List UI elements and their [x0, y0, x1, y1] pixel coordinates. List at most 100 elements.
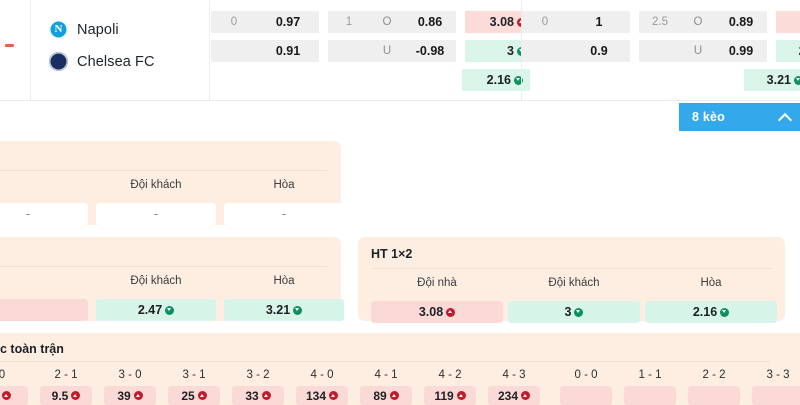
handicap-line: 0: [230, 16, 238, 28]
score-odds-cell[interactable]: 0: [0, 386, 28, 405]
column-header: Đội khách: [130, 275, 182, 287]
column-header: Hòa: [700, 277, 722, 289]
away-team-name: Chelsea FC: [77, 53, 155, 70]
score-odds-cell[interactable]: 25: [168, 386, 220, 405]
score-odds-cell[interactable]: 89: [360, 386, 412, 405]
score-odds-value: 25: [181, 388, 195, 403]
total-odds-cell[interactable]: -0.98: [404, 40, 456, 62]
arrow-up-icon: [71, 391, 81, 400]
score-odds-cell[interactable]: [624, 386, 676, 405]
score-label: 1 - 1: [638, 369, 662, 381]
arrow-down-icon: [514, 75, 523, 85]
odds-cell[interactable]: 3.08: [371, 301, 503, 323]
over-under-cell[interactable]: O: [681, 11, 715, 33]
score-odds-cell[interactable]: 9.5: [40, 386, 92, 405]
price-value: 3: [507, 44, 514, 58]
total-odds-value: 0.89: [728, 15, 754, 29]
score-odds-cell[interactable]: 234: [488, 386, 540, 405]
odds-cell[interactable]: 2.16: [645, 301, 777, 323]
odds-value: 0.9: [590, 44, 608, 58]
score-odds-cell[interactable]: 119: [424, 386, 476, 405]
napoli-badge-icon: N: [49, 20, 68, 39]
price-value: 3.21: [766, 73, 791, 87]
odds-cell-value: 2.47: [137, 303, 163, 317]
score-odds-cell[interactable]: [688, 386, 740, 405]
score-label: 3 - 1: [182, 369, 206, 381]
odds-row: 0.9 U 0.99 2.47: [522, 40, 800, 62]
score-odds-cell[interactable]: 39: [104, 386, 156, 405]
score-label: 2 - 2: [702, 369, 726, 381]
odds-cell[interactable]: 3: [508, 301, 640, 323]
total-odds-value: -0.98: [415, 44, 445, 58]
handicap-line-cell[interactable]: [522, 40, 568, 62]
total-line-cell[interactable]: [639, 40, 681, 62]
arrow-up-icon: [446, 307, 456, 317]
arrow-down-icon: [165, 305, 175, 315]
score-label: 2 - 1: [54, 369, 78, 381]
price-cell-down[interactable]: 3.21: [744, 69, 800, 91]
arrow-up-icon: [389, 391, 399, 400]
expand-odds-button[interactable]: 8 kèo: [679, 103, 800, 131]
odds-cell[interactable]: -: [0, 203, 88, 225]
total-line-cell[interactable]: 2.5: [639, 11, 681, 33]
arrow-up-icon: [521, 391, 531, 400]
expand-odds-label: 8 kèo: [692, 110, 725, 124]
score-odds-cell[interactable]: [560, 386, 612, 405]
home-team[interactable]: N Napoli: [49, 20, 119, 39]
score-odds-cell[interactable]: 33: [232, 386, 284, 405]
odds-cell[interactable]: 2.47: [96, 299, 216, 321]
over-under-cell[interactable]: U: [681, 40, 715, 62]
column-header: Hòa: [273, 275, 295, 287]
odds-cell-value: 3.21: [265, 303, 291, 317]
handicap-line: 0: [541, 16, 549, 28]
score-label: 4 - 3: [502, 369, 526, 381]
price-cell-up[interactable]: 2.6: [776, 11, 800, 33]
arrow-up-icon: [133, 391, 143, 400]
score-odds-cell[interactable]: 134: [296, 386, 348, 405]
chelsea-badge-icon: [49, 52, 68, 71]
handicap-odds-cell[interactable]: 0.97: [257, 11, 319, 33]
total-odds-cell[interactable]: 0.86: [404, 11, 456, 33]
team-column[interactable]: N Napoli Chelsea FC: [30, 0, 210, 101]
total-line-cell[interactable]: [328, 40, 370, 62]
over-under-label: O: [693, 16, 703, 28]
handicap-odds-cell[interactable]: 0.91: [257, 40, 319, 62]
home-team-name: Napoli: [77, 21, 119, 38]
score-label: 3 - 2: [246, 369, 270, 381]
odds-value: 0.91: [275, 44, 301, 58]
score-label: 4 - 0: [310, 369, 334, 381]
arrow-down-icon: [720, 307, 730, 317]
column-header: Đội nhà: [417, 277, 457, 289]
handicap-line-cell[interactable]: [211, 40, 257, 62]
handicap-odds-cell[interactable]: 1: [568, 11, 630, 33]
handicap-line-cell[interactable]: 0: [211, 11, 257, 33]
score-label: 3 - 3: [766, 369, 790, 381]
odds-row: 0 0.97 1 O 0.86 3.08: [211, 11, 533, 33]
total-odds-cell[interactable]: 0.99: [715, 40, 767, 62]
odds-cell[interactable]: -: [96, 203, 216, 225]
over-under-cell[interactable]: U: [370, 40, 404, 62]
price-cell-down[interactable]: 2.47: [776, 40, 800, 62]
odds-cell[interactable]: [0, 299, 88, 321]
score-odds-value: 39: [117, 388, 131, 403]
arrow-up-icon: [329, 391, 339, 400]
price-cell-down[interactable]: 2.16: [462, 69, 530, 91]
odds-cell-value: -: [25, 207, 31, 221]
panel-divider: [0, 170, 327, 171]
arrow-down-icon: [293, 305, 303, 315]
over-under-cell[interactable]: O: [370, 11, 404, 33]
odds-cell-value: 3: [564, 305, 572, 319]
total-line-cell[interactable]: 1: [328, 11, 370, 33]
handicap-odds-cell[interactable]: 0.9: [568, 40, 630, 62]
odds-cell[interactable]: -: [224, 203, 344, 225]
odds-cell[interactable]: 3.21: [224, 299, 344, 321]
score-odds-cell[interactable]: [752, 386, 800, 405]
total-odds-cell[interactable]: 0.89: [715, 11, 767, 33]
correct-score-title: c toàn trận: [0, 342, 64, 356]
handicap-line-cell[interactable]: 0: [522, 11, 568, 33]
arrow-up-icon: [2, 391, 12, 400]
panel-ft-1x2: Đội khách Hòa 2.47 3.21: [0, 237, 344, 321]
away-team[interactable]: Chelsea FC: [49, 52, 155, 71]
odds-value: 0.97: [275, 15, 301, 29]
ht-panel-title: HT 1×2: [371, 247, 413, 261]
